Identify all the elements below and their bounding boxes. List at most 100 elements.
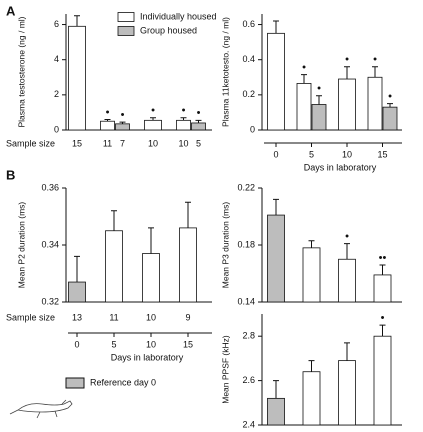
significance-marker: • xyxy=(151,105,155,117)
y-tick-label: 2 xyxy=(54,89,59,99)
y-tick-label: 0.2 xyxy=(242,89,255,99)
y-tick-label: 0.14 xyxy=(237,296,255,306)
sample-size: 15 xyxy=(72,138,82,148)
significance-marker: • xyxy=(106,106,110,118)
y-tick-label: 0.34 xyxy=(41,239,59,249)
significance-marker: • xyxy=(345,54,349,66)
y-tick-label: 2.6 xyxy=(242,375,255,385)
y-axis-title: Plasma 11ketotesto. (ng / ml) xyxy=(220,17,230,127)
y-axis-title: Mean P3 duration (ms) xyxy=(220,202,230,289)
significance-marker: • xyxy=(121,109,125,121)
error-bar xyxy=(104,118,111,122)
legend-swatch xyxy=(117,12,135,22)
error-bar xyxy=(344,342,350,361)
significance-marker: • xyxy=(381,312,385,324)
y-tick-label: 0 xyxy=(250,124,255,134)
y-tick-label: 0.6 xyxy=(242,19,255,29)
error-bar xyxy=(180,117,187,121)
error-bar xyxy=(344,66,350,80)
rat-drawing xyxy=(9,399,73,419)
significance-marker: • xyxy=(182,105,186,117)
bar xyxy=(267,214,285,303)
x-tick-label: 0 xyxy=(74,339,79,349)
error-bar xyxy=(379,324,386,337)
x-axis-title: Days in laboratory xyxy=(304,162,377,172)
sample-size: 10 xyxy=(148,138,158,148)
legend-swatch xyxy=(117,26,135,36)
bar xyxy=(176,119,191,131)
error-bar xyxy=(273,20,279,34)
x-tick-label: 5 xyxy=(111,339,116,349)
panel-label: A xyxy=(6,3,16,18)
bar xyxy=(144,119,162,131)
bar xyxy=(191,122,206,131)
legend-label: Individually housed xyxy=(140,11,217,21)
significance-marker: • xyxy=(302,62,306,74)
y-tick-label: 0.22 xyxy=(237,182,255,192)
sample-size: 10 xyxy=(146,312,156,322)
significance-marker: • xyxy=(345,230,349,242)
significance-marker: • xyxy=(317,83,321,95)
bar xyxy=(267,397,285,426)
error-bar xyxy=(316,95,322,105)
error-bar xyxy=(150,117,156,121)
sample-size: 7 xyxy=(120,138,125,148)
bar xyxy=(302,371,321,426)
bar xyxy=(68,25,86,131)
error-bar xyxy=(301,74,307,84)
significance-marker: • xyxy=(373,54,377,66)
y-tick-label: 0.36 xyxy=(41,182,59,192)
bar xyxy=(382,106,398,131)
error-bar xyxy=(273,380,279,399)
bar xyxy=(105,230,123,303)
error-bar xyxy=(387,103,393,108)
error-bar xyxy=(74,15,80,27)
error-bar xyxy=(308,240,315,248)
legend-swatch xyxy=(65,377,85,389)
y-tick-label: 4 xyxy=(54,54,59,64)
error-bar xyxy=(74,255,80,283)
bar xyxy=(100,120,115,131)
x-tick-label: 10 xyxy=(146,339,156,349)
bar xyxy=(338,78,356,131)
significance-marker: • xyxy=(197,107,201,119)
x-tick-label: 5 xyxy=(309,149,314,159)
legend-label: Reference day 0 xyxy=(90,377,156,387)
bar xyxy=(267,32,285,131)
y-tick-label: 2.4 xyxy=(242,419,255,429)
y-axis-title: Plasma testosterone (ng / ml) xyxy=(16,16,26,127)
x-tick-label: 0 xyxy=(273,149,278,159)
y-axis-title: Mean P2 duration (ms) xyxy=(16,202,26,289)
x-tick-label: 10 xyxy=(342,149,352,159)
y-tick-label: 0 xyxy=(54,124,59,134)
y-tick-label: 0.4 xyxy=(242,54,255,64)
bar xyxy=(296,83,312,131)
y-axis-title: Mean PPSF (kHz) xyxy=(220,335,230,404)
sample-size: 5 xyxy=(196,138,201,148)
x-tick-label: 15 xyxy=(183,339,193,349)
bar xyxy=(302,247,321,303)
x-tick-label: 15 xyxy=(377,149,387,159)
bar xyxy=(338,258,356,303)
significance-marker: • xyxy=(388,91,392,103)
bar xyxy=(367,76,383,131)
y-tick-label: 6 xyxy=(54,19,59,29)
bar xyxy=(115,123,130,131)
error-bar xyxy=(111,210,117,231)
panel-label: B xyxy=(6,167,15,182)
significance-marker: •• xyxy=(379,252,387,264)
error-bar xyxy=(344,243,350,260)
bar xyxy=(338,360,356,426)
x-axis-title: Days in laboratory xyxy=(111,352,184,362)
sample-size: 13 xyxy=(72,312,82,322)
error-bar xyxy=(372,66,378,78)
bar xyxy=(179,227,197,303)
error-bar xyxy=(273,198,279,216)
y-tick-label: 0.18 xyxy=(237,239,255,249)
bar xyxy=(373,335,392,426)
y-tick-label: 0.32 xyxy=(41,296,59,306)
error-bar xyxy=(195,119,202,123)
bar xyxy=(142,253,160,303)
sample-size: 9 xyxy=(185,312,190,322)
